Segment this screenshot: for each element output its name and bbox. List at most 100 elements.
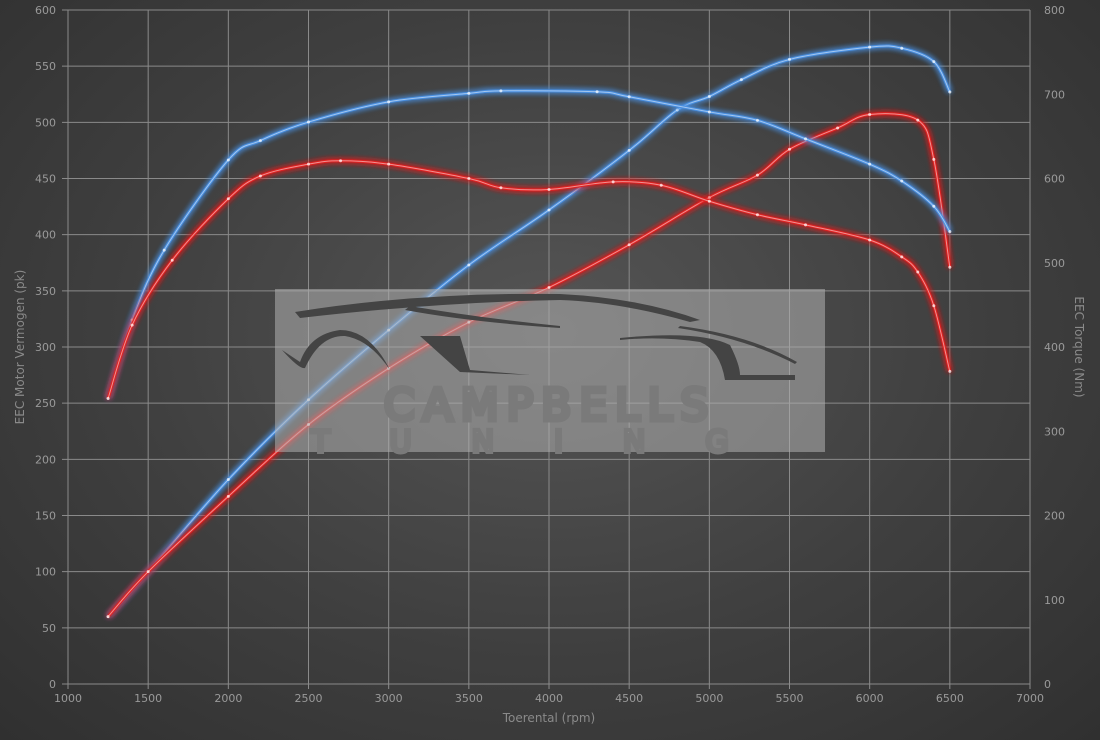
y-tick-label: 500: [35, 116, 56, 129]
data-point: [916, 270, 920, 274]
y2-tick-label: 100: [1044, 594, 1065, 607]
x-tick-label: 2500: [295, 692, 323, 705]
data-point: [467, 91, 471, 95]
y2-tick-label: 200: [1044, 510, 1065, 523]
data-point: [106, 396, 110, 400]
data-point: [595, 90, 599, 94]
watermark-logo: CAMPBELLS TUNING: [275, 289, 825, 462]
y-tick-label: 150: [35, 510, 56, 523]
data-point: [804, 223, 808, 227]
data-point: [258, 139, 262, 143]
data-point: [547, 187, 551, 191]
data-point: [868, 112, 872, 116]
grid: [62, 9, 1031, 689]
y-tick-label: 300: [35, 341, 56, 354]
data-point: [611, 180, 615, 184]
data-point: [932, 304, 936, 308]
data-point: [868, 162, 872, 166]
data-point: [307, 120, 310, 124]
y-tick-label: 550: [35, 60, 56, 73]
data-point: [547, 285, 551, 289]
data-point: [804, 137, 808, 141]
data-point: [932, 157, 936, 161]
x-tick-label: 4500: [615, 692, 643, 705]
x-tick-label: 2000: [214, 692, 242, 705]
series-highlight-0: [107, 45, 951, 617]
data-point: [226, 478, 230, 482]
y-tick-label: 350: [35, 285, 56, 298]
data-point: [387, 100, 391, 104]
data-point: [932, 60, 936, 64]
y-tick-label: 450: [35, 173, 56, 186]
x-tick-label: 7000: [1016, 692, 1044, 705]
data-point: [868, 45, 872, 49]
data-point: [755, 118, 759, 122]
x-tick-label: 3500: [455, 692, 483, 705]
y2-tick-label: 700: [1044, 88, 1065, 101]
data-point: [707, 199, 711, 203]
data-point: [226, 197, 230, 201]
data-point: [900, 255, 904, 259]
series-group: [106, 44, 952, 619]
x-tick-label: 3000: [375, 692, 403, 705]
y2-tick-label: 600: [1044, 173, 1065, 186]
data-point: [226, 158, 230, 162]
data-point: [130, 323, 134, 327]
data-point: [788, 147, 791, 151]
data-point: [739, 78, 743, 82]
y-tick-label: 400: [35, 229, 56, 242]
data-point: [675, 108, 679, 112]
y-tick-label: 100: [35, 566, 56, 579]
x-tick-label: 6500: [936, 692, 964, 705]
data-point: [339, 159, 343, 163]
data-point: [916, 118, 920, 122]
watermark-text-2: TUNING: [310, 425, 788, 460]
data-point: [659, 183, 663, 187]
y-tick-label: 250: [35, 397, 56, 410]
x-tick-label: 5000: [695, 692, 723, 705]
data-point: [307, 162, 310, 166]
y-tick-label: 600: [35, 4, 56, 17]
x-tick-label: 5500: [776, 692, 804, 705]
watermark-text-1: CAMPBELLS: [384, 380, 716, 431]
x-tick-label: 6000: [856, 692, 884, 705]
y2-tick-label: 400: [1044, 341, 1065, 354]
y-tick-label: 0: [49, 678, 56, 691]
data-point: [226, 494, 230, 498]
data-point: [948, 90, 952, 94]
data-point: [707, 110, 711, 114]
data-point: [499, 186, 503, 190]
data-point: [836, 126, 840, 130]
data-point: [755, 213, 759, 217]
y-axis-label: EEC Motor Vermogen (pk): [13, 270, 27, 425]
data-point: [948, 265, 952, 269]
data-point: [755, 173, 759, 177]
data-point: [707, 94, 711, 98]
data-point: [258, 174, 262, 178]
data-point: [467, 263, 471, 267]
x-tick-label: 4000: [535, 692, 563, 705]
y2-tick-label: 300: [1044, 425, 1065, 438]
data-point: [627, 148, 631, 152]
data-point: [900, 46, 904, 50]
y2-tick-label: 0: [1044, 678, 1051, 691]
x-axis-label: Toerental (rpm): [502, 711, 595, 725]
data-point: [900, 179, 904, 183]
x-tick-label: 1000: [54, 692, 82, 705]
data-point: [146, 570, 150, 574]
y-tick-label: 200: [35, 453, 56, 466]
data-point: [948, 230, 952, 234]
y-tick-label: 50: [42, 622, 56, 635]
data-point: [387, 162, 391, 166]
data-point: [547, 208, 551, 212]
data-point: [467, 177, 471, 180]
y2-tick-label: 800: [1044, 4, 1065, 17]
data-point: [948, 369, 952, 373]
x-tick-label: 1500: [134, 692, 162, 705]
data-point: [499, 89, 503, 93]
y2-tick-label: 500: [1044, 257, 1065, 270]
data-point: [932, 204, 936, 208]
data-point: [868, 238, 872, 242]
tick-labels: 1000 1500 2000 2500 3000 3500 4000 4500 5000 5500…: [35, 4, 1065, 705]
